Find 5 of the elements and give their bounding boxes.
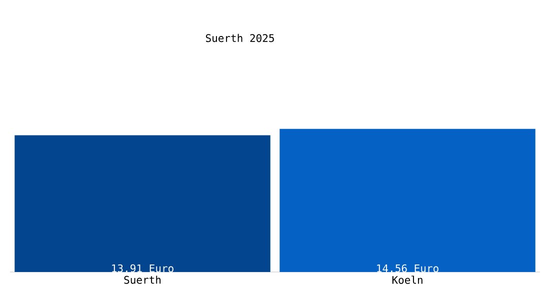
data-label: 13.91 Euro	[112, 264, 174, 272]
x-tick-label: Suerth	[124, 276, 161, 284]
x-tick-label: Koeln	[392, 276, 422, 284]
data-label: 14.56 Euro	[377, 264, 438, 272]
chart-title: Suerth 2025	[206, 34, 274, 42]
